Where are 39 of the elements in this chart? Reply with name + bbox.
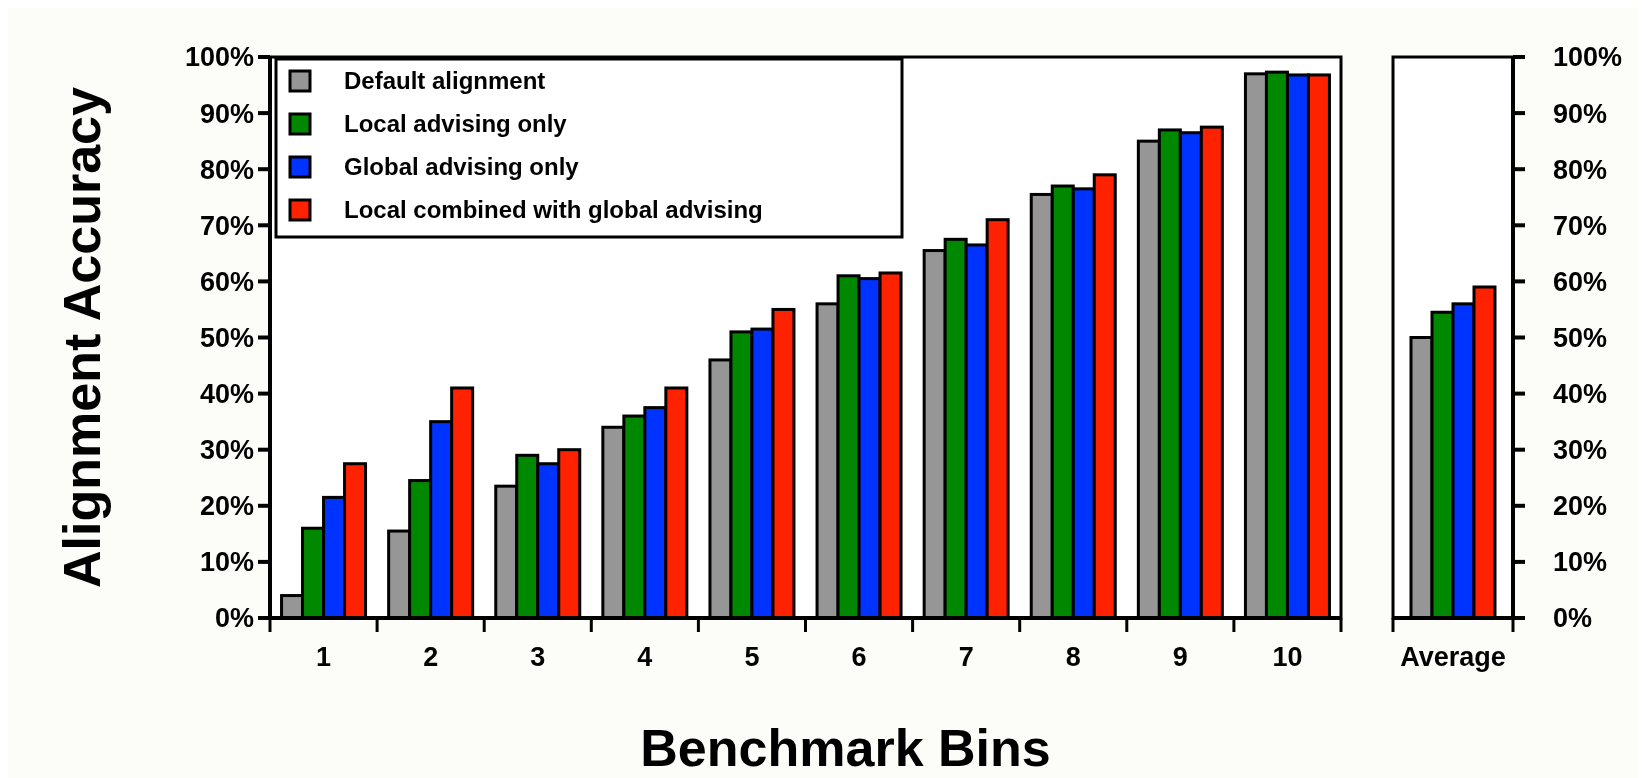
legend-label: Local advising only: [344, 110, 568, 138]
legend-label: Global advising only: [344, 153, 580, 181]
y-tick-label: 40%: [199, 379, 254, 410]
y-axis-title: Alignment Accuracy: [53, 86, 111, 588]
y-tick-label: 30%: [1553, 435, 1608, 466]
y-tick-label: 100%: [1553, 42, 1623, 73]
x-axis-title: Benchmark Bins: [640, 719, 1051, 777]
y-tick-label: 10%: [1553, 547, 1608, 578]
x-tick-label: 9: [1172, 642, 1188, 672]
y-tick-label: 0%: [214, 603, 254, 634]
y-tick-label: 80%: [199, 154, 254, 185]
y-tick-label: 50%: [199, 322, 254, 353]
y-tick-label: 60%: [199, 266, 254, 297]
y-tick-label: 70%: [199, 210, 254, 241]
y-tick-label: 80%: [1553, 154, 1608, 185]
y-tick-label: 60%: [1553, 266, 1608, 297]
x-tick-label: 5: [744, 642, 760, 672]
y-tick-label: 0%: [1553, 603, 1593, 634]
x-tick-label: 1: [316, 642, 332, 672]
x-tick-label: Average: [1400, 642, 1506, 672]
y-tick-label: 70%: [1553, 210, 1608, 241]
y-tick-label: 100%: [184, 42, 254, 73]
y-tick-label: 50%: [1553, 322, 1608, 353]
legend-label: Local combined with global advising: [344, 196, 763, 224]
x-tick-label: 6: [851, 642, 867, 672]
y-tick-label: 40%: [1553, 379, 1608, 410]
legend-label: Default alignment: [344, 67, 546, 95]
y-tick-label: 20%: [199, 491, 254, 522]
x-tick-label: 4: [637, 642, 653, 672]
y-tick-label: 20%: [1553, 491, 1608, 522]
x-tick-label: 8: [1065, 642, 1081, 672]
x-tick-label: 10: [1272, 642, 1303, 672]
x-tick-label: 3: [530, 642, 546, 672]
y-tick-label: 90%: [1553, 98, 1608, 129]
y-tick-label: 30%: [199, 435, 254, 466]
x-tick-label: 2: [423, 642, 439, 672]
y-tick-label: 10%: [199, 547, 254, 578]
y-tick-label: 90%: [199, 98, 254, 129]
x-tick-label: 7: [958, 642, 974, 672]
